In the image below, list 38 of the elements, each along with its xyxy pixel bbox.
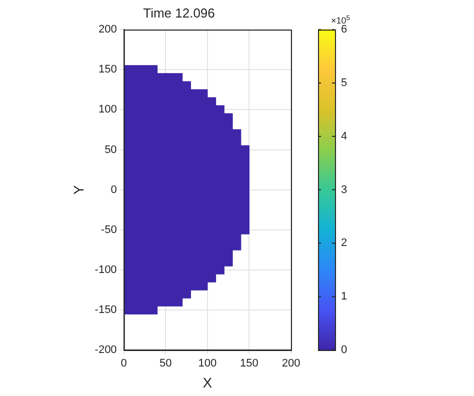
color-bar-label: 6 [341, 24, 348, 36]
y-tick-label: 50 [104, 144, 117, 156]
y-tick-label: 100 [98, 104, 117, 116]
color-bar-label: 5 [341, 77, 348, 90]
point [215, 105, 224, 114]
y-tick-label: -150 [94, 304, 117, 316]
color-bar-label: 1 [341, 290, 348, 303]
y-tick-label: 150 [98, 64, 117, 76]
point [174, 73, 183, 82]
point [224, 113, 233, 122]
point [132, 65, 141, 74]
color-bar-label: 3 [341, 184, 348, 196]
point [140, 65, 150, 74]
x-tick-label: 0 [120, 358, 127, 370]
y-tick-label: -50 [100, 224, 117, 236]
x-tick-label: 200 [282, 358, 300, 370]
y-tick-label: 200 [98, 24, 117, 36]
point [156, 73, 166, 82]
point [240, 169, 250, 178]
point [148, 65, 158, 74]
point [240, 145, 250, 154]
point [165, 73, 174, 82]
y-axis-title: Y [70, 184, 86, 194]
x-axis-title: X [202, 374, 213, 390]
x-tick-label: 100 [198, 358, 217, 370]
point [190, 89, 200, 98]
point [182, 81, 191, 90]
y-tick-label: 0 [110, 184, 117, 196]
x-tick-label: 150 [240, 358, 258, 370]
color-bar-label: 4 [341, 130, 348, 142]
y-tick-label: -100 [94, 264, 117, 276]
point [198, 89, 208, 98]
y-tick-label: -200 [94, 344, 117, 356]
chart-title: Time 12.096 [143, 5, 215, 20]
color-bar-label: 0 [341, 344, 348, 356]
point [207, 97, 216, 106]
x-tick-label: 50 [159, 358, 172, 370]
color-bar-label: 2 [341, 237, 348, 250]
